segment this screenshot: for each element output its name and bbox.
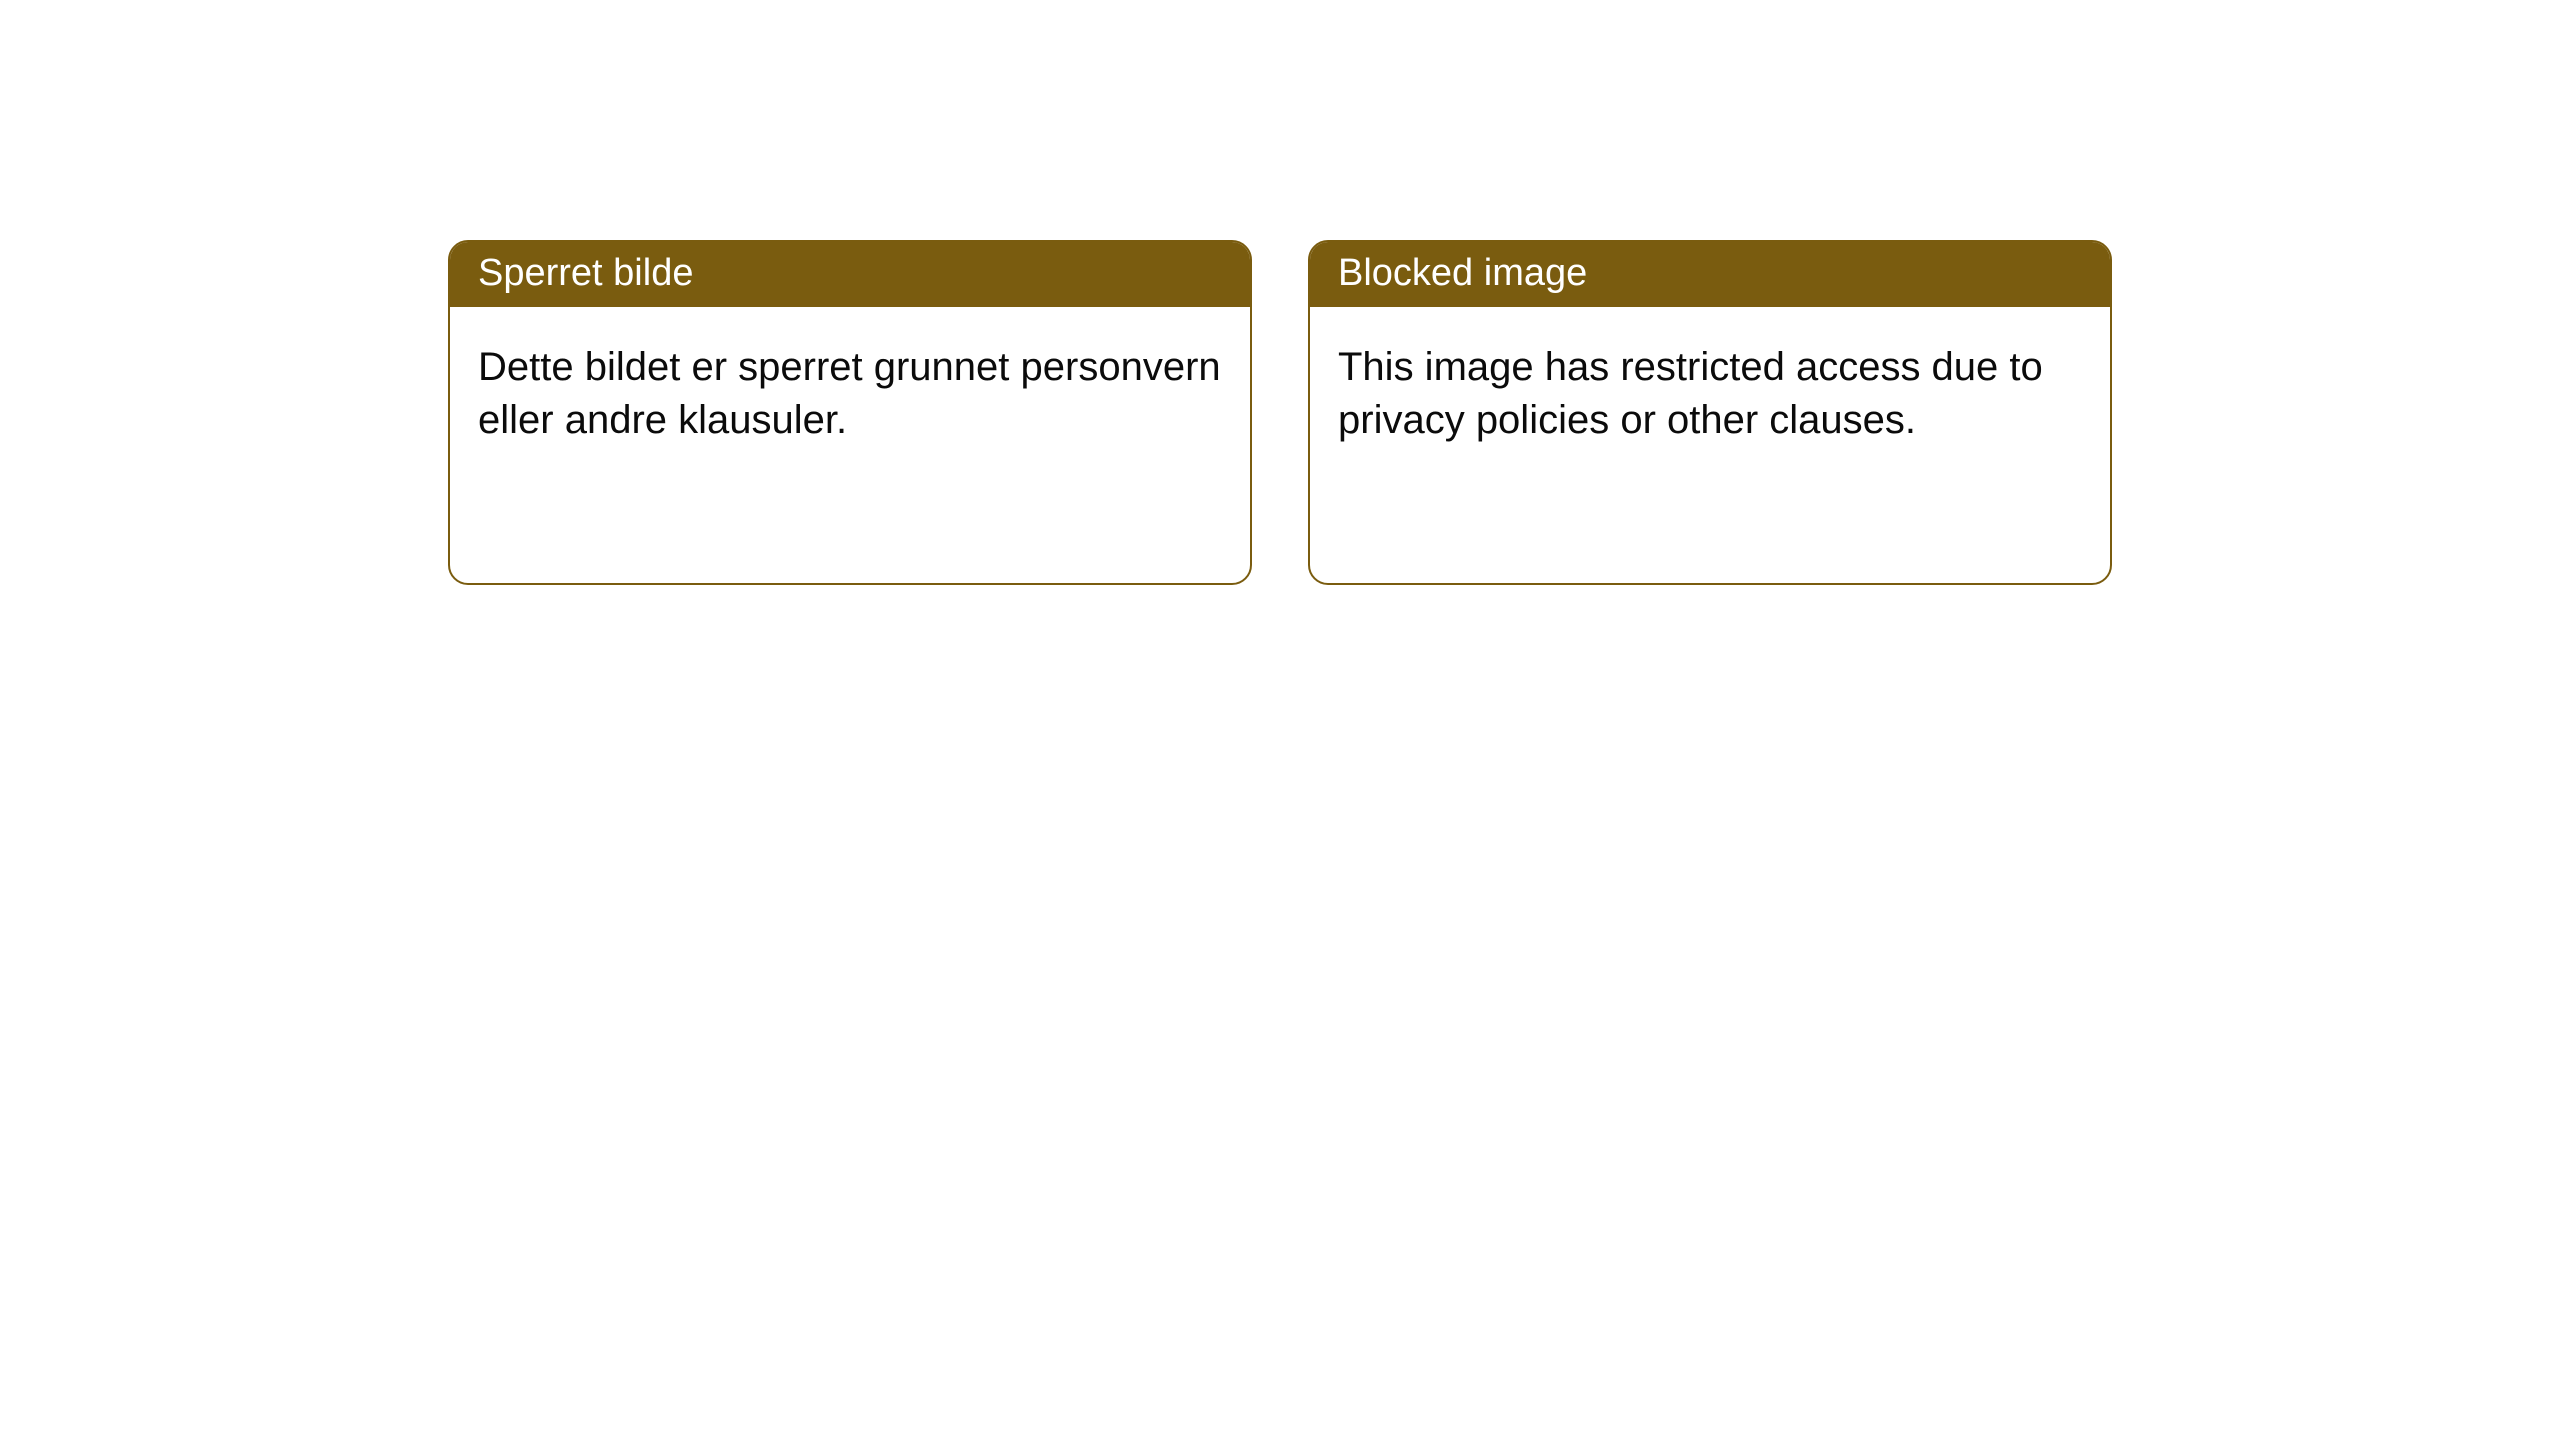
card-body-text: This image has restricted access due to … <box>1338 345 2043 442</box>
card-title: Sperret bilde <box>478 252 693 294</box>
notice-container: Sperret bilde Dette bildet er sperret gr… <box>0 0 2560 585</box>
blocked-image-card-en: Blocked image This image has restricted … <box>1308 240 2112 585</box>
blocked-image-card-no: Sperret bilde Dette bildet er sperret gr… <box>448 240 1252 585</box>
card-header: Blocked image <box>1310 242 2110 307</box>
card-body: This image has restricted access due to … <box>1310 307 2110 583</box>
card-title: Blocked image <box>1338 252 1587 294</box>
card-body-text: Dette bildet er sperret grunnet personve… <box>478 345 1221 442</box>
card-header: Sperret bilde <box>450 242 1250 307</box>
card-body: Dette bildet er sperret grunnet personve… <box>450 307 1250 583</box>
